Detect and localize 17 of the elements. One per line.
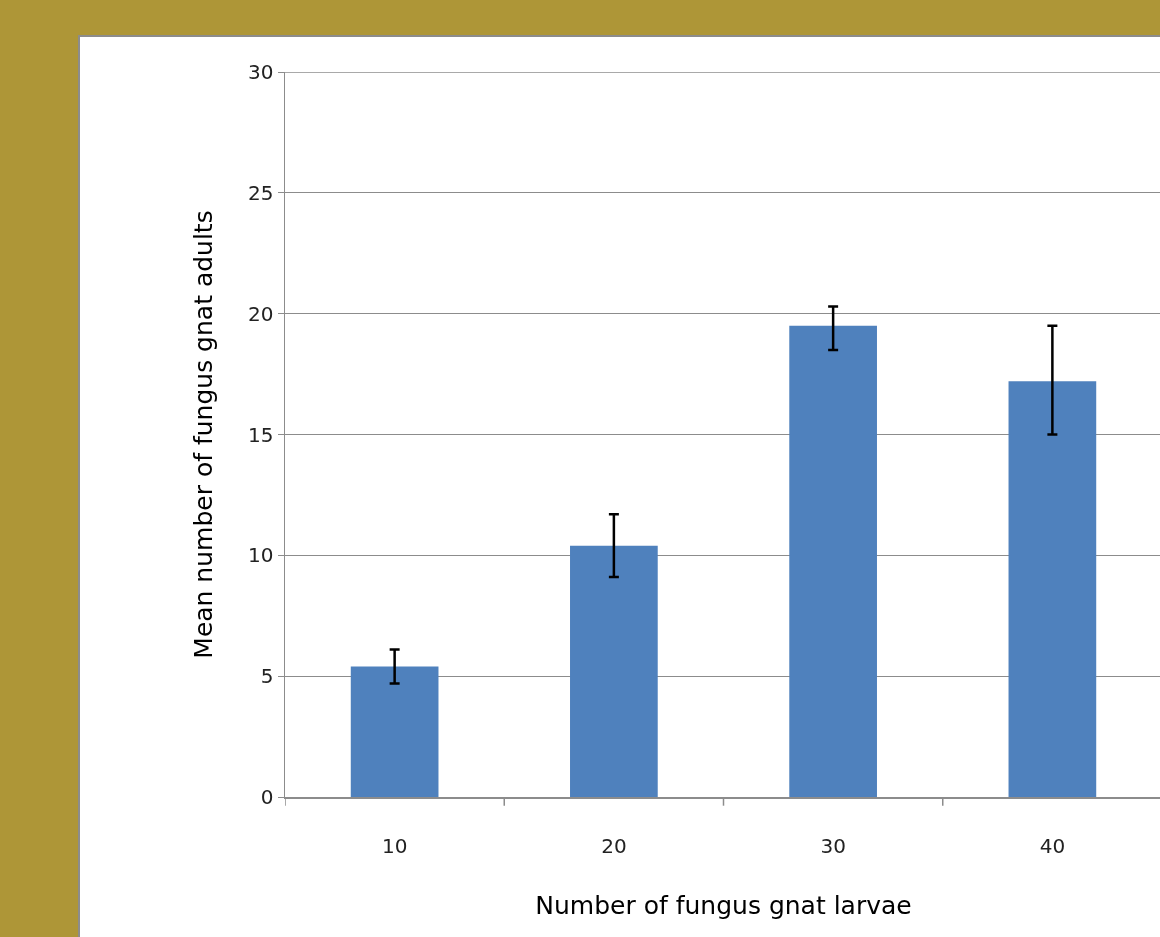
y-tick-label: 10	[248, 543, 274, 568]
y-axis-title: Mean number of fungus gnat adults	[189, 210, 219, 659]
x-tick-label: 10	[381, 833, 408, 858]
y-tick-label: 0	[260, 785, 274, 809]
y-tick-label: 15	[248, 422, 274, 447]
bar	[570, 545, 658, 797]
bar	[350, 666, 439, 797]
x-tick-label: 40	[1039, 833, 1066, 858]
y-tick-label: 5	[260, 664, 274, 689]
x-tick-label: 30	[820, 833, 846, 858]
y-tick-label: 30	[248, 60, 274, 84]
x-tick-label: 20	[601, 833, 627, 858]
y-tick-label: 20	[248, 301, 274, 326]
bar	[1008, 381, 1097, 797]
bar	[789, 325, 877, 797]
x-axis-title: Number of fungus gnat larvae	[535, 891, 912, 921]
y-tick-label: 25	[248, 180, 274, 205]
